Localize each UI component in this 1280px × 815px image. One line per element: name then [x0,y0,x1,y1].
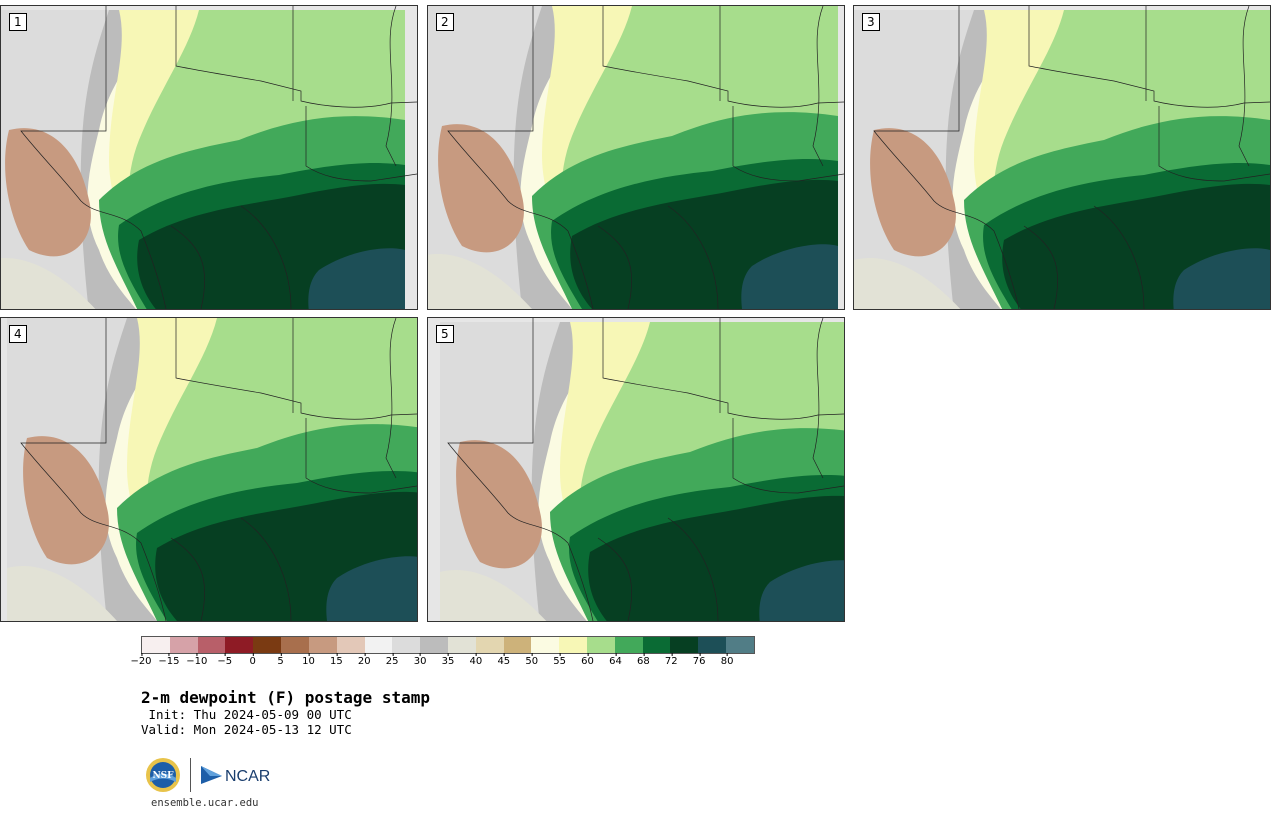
stamp-panel-4: 4 [0,317,418,622]
ensemble-url: ensemble.ucar.edu [151,797,259,809]
colorbar-tick-label: 80 [720,653,734,667]
plot-title: 2-m dewpoint (F) postage stamp [141,688,430,707]
member-map-2 [428,6,844,309]
colorbar-swatch [392,637,421,653]
colorbar-swatch [642,637,671,653]
stamp-panel-3: 3 [853,5,1271,310]
colorbar-tick-label: 50 [525,653,539,667]
colorbar-tick-label: 5 [277,653,284,667]
colorbar-swatch [169,637,198,653]
colorbar-swatch [308,637,337,653]
stamp-panel-5: 5 [427,317,845,622]
logos: NSF NCAR [145,756,274,794]
colorbar-tick-label: 55 [553,653,566,667]
colorbar-tick-label: 40 [469,653,483,667]
stamp-panel-2: 2 [427,5,845,310]
colorbar-swatch [197,637,226,653]
colorbar-tick-label: 20 [357,653,371,667]
stamp-panel-1: 1 [0,5,418,310]
colorbar-swatch [336,637,365,653]
panel-number: 2 [436,13,454,31]
colorbar-tick-label: 0 [249,653,256,667]
valid-time: Valid: Mon 2024-05-13 12 UTC [141,722,352,737]
colorbar-tick-label: −20 [130,653,152,667]
member-map-5 [440,318,844,621]
ncar-logo-icon: NCAR [201,766,270,785]
panel-number: 4 [9,325,27,343]
colorbar-tick-label: −10 [186,653,208,667]
colorbar-tick-label: 64 [609,653,622,667]
colorbar-tick-label: 30 [413,653,427,667]
colorbar-swatch [726,637,754,653]
colorbar-tick-label: 76 [692,653,706,667]
colorbar-tick-label: 60 [581,653,594,667]
colorbar-swatch [503,637,532,653]
init-time: Init: Thu 2024-05-09 00 UTC [141,707,352,722]
colorbar-swatch [364,637,393,653]
colorbar-tick-label: −5 [217,653,233,667]
colorbar-tick-label: 15 [329,653,343,667]
panel-number: 5 [436,325,454,343]
colorbar-tick-label: −15 [158,653,180,667]
svg-text:NSF: NSF [152,771,174,781]
dewpoint-colorbar [141,636,755,654]
colorbar-tick-label: 68 [636,653,650,667]
member-map-4 [7,318,417,621]
colorbar-swatch [587,637,615,653]
panel-number: 1 [9,13,27,31]
colorbar-swatch [614,637,643,653]
colorbar-swatch [531,637,560,653]
colorbar-swatch [142,637,170,653]
nsf-logo-icon: NSF [146,758,180,792]
colorbar-tick-label: 72 [664,653,678,667]
logo-divider [190,758,191,792]
colorbar-swatch [225,637,254,653]
colorbar-tick-label: 10 [302,653,315,667]
colorbar-tick-label: 25 [385,653,399,667]
colorbar-swatch [253,637,282,653]
colorbar-tick-label: 35 [441,653,455,667]
member-map-3 [854,6,1270,309]
svg-text:NCAR: NCAR [225,768,270,785]
colorbar-swatch [475,637,504,653]
colorbar-swatch [420,637,448,653]
colorbar-swatch [447,637,476,653]
colorbar-swatch [281,637,309,653]
panel-number: 3 [862,13,880,31]
colorbar-ticks: −20 −15 −10 −5 0 5 10 15 20 25 30 35 40 45 50 55 60 64 68 7… [130,653,755,676]
member-map-1 [1,6,417,309]
colorbar-swatch [698,637,727,653]
colorbar-swatch [559,637,587,653]
colorbar-tick-label: 45 [497,653,511,667]
colorbar-swatch [670,637,699,653]
